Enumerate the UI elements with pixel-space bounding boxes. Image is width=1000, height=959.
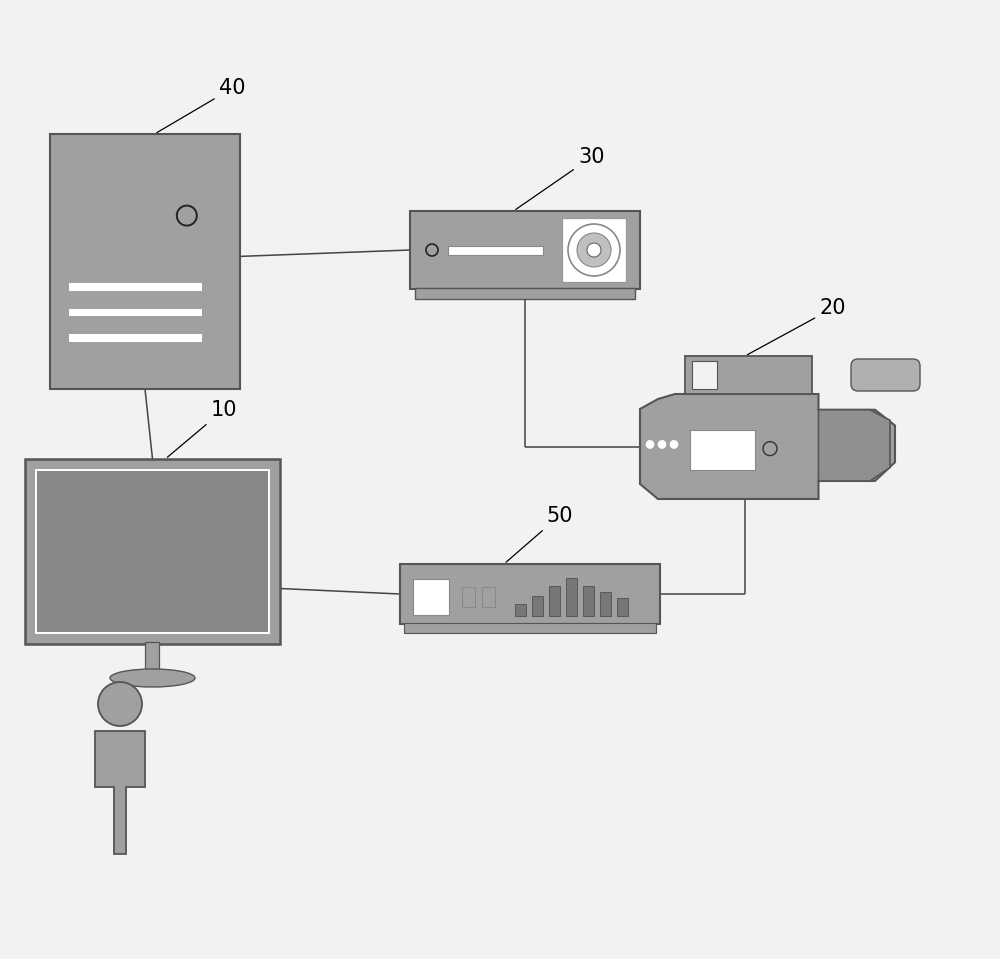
Bar [413, 579, 449, 615]
Bar [25, 459, 280, 644]
Polygon shape [818, 409, 890, 481]
Bar [145, 642, 159, 670]
Bar [549, 586, 560, 616]
Bar [410, 211, 640, 289]
Text: 30: 30 [516, 147, 605, 209]
Text: 40: 40 [157, 78, 246, 132]
Bar [532, 596, 543, 616]
Bar [69, 334, 202, 341]
Bar [462, 587, 475, 607]
Circle shape [587, 243, 601, 257]
Bar [400, 564, 660, 624]
Bar [600, 592, 611, 616]
Bar [562, 218, 626, 282]
Circle shape [646, 440, 654, 449]
Circle shape [658, 440, 666, 449]
Bar [566, 578, 577, 616]
Circle shape [98, 682, 142, 726]
Bar [404, 623, 656, 633]
Text: 50: 50 [506, 506, 572, 562]
Polygon shape [685, 356, 812, 394]
Polygon shape [95, 731, 145, 854]
FancyBboxPatch shape [851, 359, 920, 391]
Bar [50, 134, 240, 389]
Bar [515, 604, 526, 616]
Bar [69, 283, 202, 291]
Circle shape [577, 233, 611, 267]
Text: 10: 10 [167, 400, 237, 457]
Bar [583, 586, 594, 616]
Bar [617, 598, 628, 616]
Bar [415, 288, 635, 299]
Bar [448, 246, 543, 254]
Text: 20: 20 [747, 298, 846, 355]
Ellipse shape [110, 669, 195, 687]
Polygon shape [640, 394, 895, 499]
Bar [36, 470, 269, 633]
Bar [69, 309, 202, 316]
Bar [692, 361, 717, 389]
Bar [690, 430, 755, 470]
Bar [482, 587, 495, 607]
Circle shape [670, 440, 678, 449]
